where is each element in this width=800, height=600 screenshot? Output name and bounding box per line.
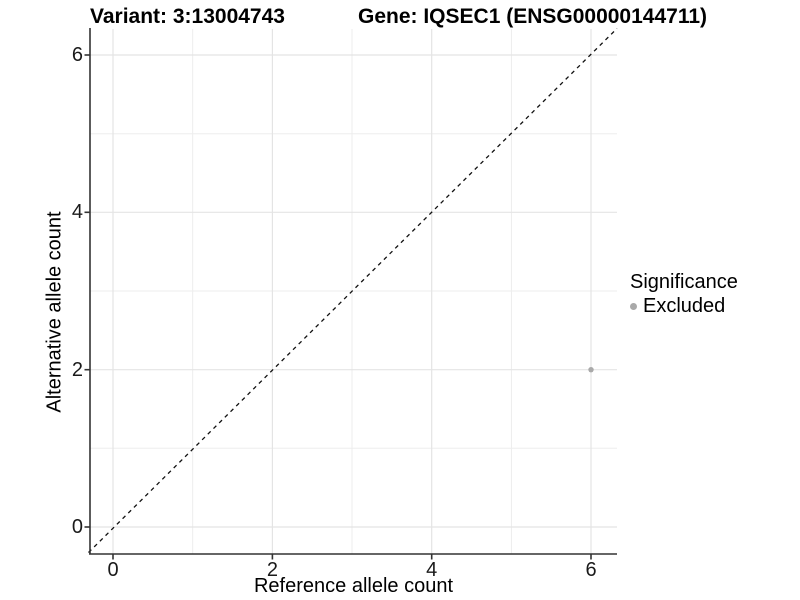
x-tick-label-6: 6 [585,559,597,581]
grid-minor [90,29,617,554]
y-tick-label-4: 4 [71,201,83,224]
legend-title: Significance [630,271,738,293]
y-tick-label-0: 0 [71,516,83,538]
y-tick-label-6: 6 [71,44,83,66]
plot-title-variant: Variant: 3:13004743 [90,5,285,28]
data-point [588,366,594,373]
axis-lines [89,28,617,555]
legend-entry-excluded: Excluded [630,295,738,318]
x-tick-label-0: 0 [107,559,119,581]
data-points-layer [588,366,594,373]
x-tick-label-2: 2 [266,559,278,581]
legend: Significance Excluded [630,271,738,318]
legend-entry-label: Excluded [643,295,726,317]
y-axis-title: Alternative allele count [43,211,66,413]
excluded-point-icon [630,303,637,310]
y-tick-label-2: 2 [71,358,83,381]
grid-major [90,29,617,554]
tick-marks [84,54,592,560]
x-tick-label-4: 4 [426,559,438,581]
x-axis-title: Reference allele count [253,575,453,597]
plot-title-gene: Gene: IQSEC1 (ENSG00000144711) [358,5,708,28]
